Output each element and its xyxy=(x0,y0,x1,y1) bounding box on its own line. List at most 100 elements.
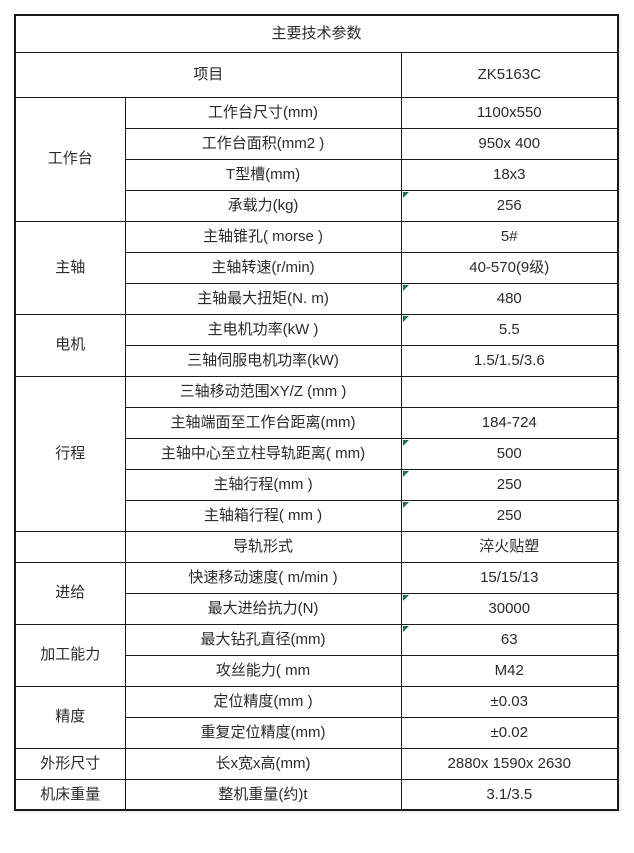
value-text: 40-570(9级) xyxy=(469,258,550,276)
value-text: 63 xyxy=(500,630,518,648)
value-text: 1.5/1.5/3.6 xyxy=(473,351,545,369)
param-cell: 主轴最大扭矩(N. m) xyxy=(124,282,402,315)
param-cell: 主电机功率(kW ) xyxy=(124,313,402,346)
group-cell: 进给 xyxy=(14,561,126,625)
value-text: ±0.02 xyxy=(490,723,528,741)
param-cell: T型槽(mm) xyxy=(124,158,402,191)
table-row: 外形尺寸 长x宽x高(mm) 2880x 1590x 2630 xyxy=(14,747,619,780)
table-row: 工作台面积(mm2 ) 950x 400 xyxy=(15,127,619,160)
table-row: 主轴行程(mm ) 250 xyxy=(15,468,619,501)
value-cell: 5# xyxy=(400,220,619,253)
value-text: 2880x 1590x 2630 xyxy=(447,754,571,772)
table-row: 重复定位精度(mm) ±0.02 xyxy=(15,716,619,749)
param-cell: 主轴箱行程( mm ) xyxy=(124,499,402,532)
excel-flag-icon xyxy=(402,625,409,632)
group-cell: 电机 xyxy=(14,313,126,377)
group-cell: 主轴 xyxy=(14,220,126,315)
value-cell: 5.5 xyxy=(400,313,619,346)
table-row: T型槽(mm) 18x3 xyxy=(15,158,619,191)
value-cell: 950x 400 xyxy=(400,127,619,160)
group-cell: 机床重量 xyxy=(14,778,126,811)
table-row: 导轨形式 淬火贴塑 xyxy=(14,530,619,563)
value-text: 500 xyxy=(496,444,522,462)
table-row: 进给 快速移动速度( m/min ) 15/15/13 xyxy=(14,561,619,625)
value-text: 30000 xyxy=(488,599,531,617)
group-cell: 行程 xyxy=(14,375,126,532)
value-cell: 15/15/13 xyxy=(400,561,619,594)
params-table-body: 工作台 工作台尺寸(mm) 1100x550 工作台面积(mm2 ) 950x 400 T… xyxy=(14,96,619,811)
group-cell: 工作台 xyxy=(14,96,126,222)
param-cell: 主轴中心至立柱导轨距离( mm) xyxy=(124,437,402,470)
value-text: 1100x550 xyxy=(476,103,542,121)
value-text: ±0.03 xyxy=(490,692,528,710)
table-title: 主要技术参数 xyxy=(14,14,619,53)
value-text: 18x3 xyxy=(493,165,526,183)
table-row: 三轴伺服电机功率(kW) 1.5/1.5/3.6 xyxy=(15,344,619,377)
param-cell: 最大钻孔直径(mm) xyxy=(124,623,402,656)
table-row: 精度 定位精度(mm ) ±0.03 xyxy=(14,685,619,749)
value-cell: 40-570(9级) xyxy=(400,251,619,284)
param-cell: 承载力(kg) xyxy=(124,189,402,222)
excel-flag-icon xyxy=(402,191,409,198)
value-cell: 500 xyxy=(400,437,619,470)
param-cell: 工作台尺寸(mm) xyxy=(124,96,402,129)
header-item-cell: 项目 xyxy=(14,51,402,98)
value-text: 15/15/13 xyxy=(480,568,539,586)
value-text: 250 xyxy=(496,506,522,524)
excel-flag-icon xyxy=(402,470,409,477)
table-row: 主轴箱行程( mm ) 250 xyxy=(15,499,619,532)
param-cell: 快速移动速度( m/min ) xyxy=(124,561,402,594)
value-cell: 256 xyxy=(400,189,619,222)
table-row: 承载力(kg) 256 xyxy=(15,189,619,222)
param-cell: 三轴移动范围XY/Z (mm ) xyxy=(124,375,402,408)
excel-flag-icon xyxy=(402,594,409,601)
param-cell: 主轴端面至工作台距离(mm) xyxy=(124,406,402,439)
value-text: 184-724 xyxy=(481,413,537,431)
table-row: 主轴 主轴锥孔( morse ) 5# xyxy=(14,220,619,315)
value-text: M42 xyxy=(494,661,524,679)
table-row: 主轴端面至工作台距离(mm) 184-724 xyxy=(15,406,619,439)
value-cell: 淬火贴塑 xyxy=(400,530,619,563)
param-cell: 主轴转速(r/min) xyxy=(124,251,402,284)
table-row: 行程 三轴移动范围XY/Z (mm ) xyxy=(14,375,619,532)
param-cell: 三轴伺服电机功率(kW) xyxy=(124,344,402,377)
param-cell: 工作台面积(mm2 ) xyxy=(124,127,402,160)
param-cell: 攻丝能力( mm xyxy=(124,654,402,687)
table-row: 工作台 工作台尺寸(mm) 1100x550 xyxy=(14,96,619,222)
table-row: 主轴转速(r/min) 40-570(9级) xyxy=(15,251,619,284)
param-cell: 长x宽x高(mm) xyxy=(124,747,402,780)
param-cell: 最大进给抗力(N) xyxy=(124,592,402,625)
value-text: 5# xyxy=(500,227,518,245)
param-cell: 主轴行程(mm ) xyxy=(124,468,402,501)
value-cell: 250 xyxy=(400,499,619,532)
group-cell: 加工能力 xyxy=(14,623,126,687)
header-model-cell: ZK5163C xyxy=(400,51,619,98)
value-text: 256 xyxy=(496,196,522,214)
table-row: 主轴中心至立柱导轨距离( mm) 500 xyxy=(15,437,619,470)
value-cell: 1100x550 xyxy=(400,96,619,129)
excel-flag-icon xyxy=(402,501,409,508)
value-cell: M42 xyxy=(400,654,619,687)
value-cell: ±0.02 xyxy=(400,716,619,749)
param-cell: 主轴锥孔( morse ) xyxy=(124,220,402,253)
excel-flag-icon xyxy=(402,439,409,446)
param-cell: 重复定位精度(mm) xyxy=(124,716,402,749)
param-cell: 导轨形式 xyxy=(124,530,402,563)
value-cell: 30000 xyxy=(400,592,619,625)
value-cell: 63 xyxy=(400,623,619,656)
table-row: 电机 主电机功率(kW ) 5.5 xyxy=(14,313,619,377)
table-row: 机床重量 整机重量(约)t 3.1/3.5 xyxy=(14,778,619,811)
value-cell: 250 xyxy=(400,468,619,501)
param-cell: 整机重量(约)t xyxy=(124,778,402,811)
group-cell: 外形尺寸 xyxy=(14,747,126,780)
value-cell: 480 xyxy=(400,282,619,315)
param-cell: 定位精度(mm ) xyxy=(124,685,402,718)
value-text: 950x 400 xyxy=(478,134,541,152)
group-cell: 精度 xyxy=(14,685,126,749)
excel-flag-icon xyxy=(402,284,409,291)
value-text: 3.1/3.5 xyxy=(486,785,533,803)
value-cell: 1.5/1.5/3.6 xyxy=(400,344,619,377)
value-cell xyxy=(400,375,619,408)
value-text: 淬火贴塑 xyxy=(479,537,540,555)
value-text: 5.5 xyxy=(498,320,520,338)
